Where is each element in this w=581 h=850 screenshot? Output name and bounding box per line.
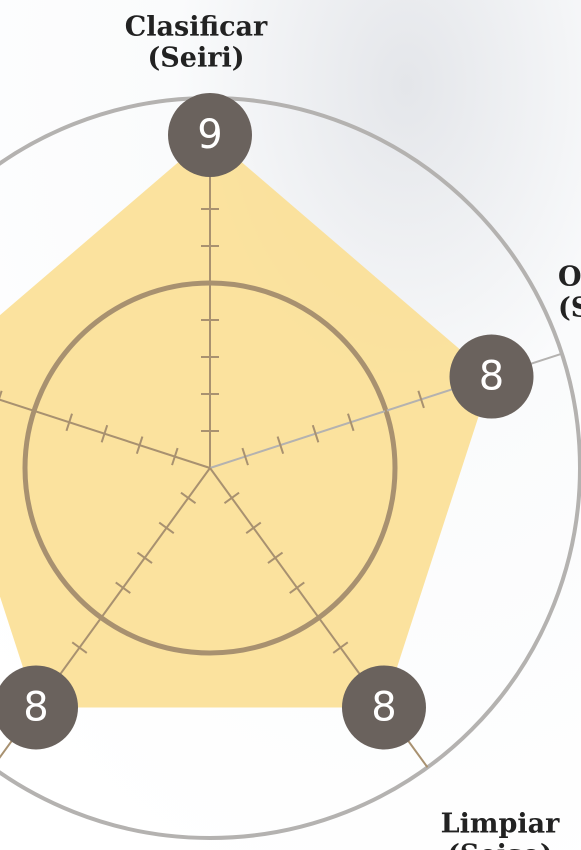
tick-mark <box>0 390 3 400</box>
tick-mark <box>276 436 285 455</box>
tick-mark <box>241 447 249 466</box>
value-marker <box>168 93 252 177</box>
tick-mark <box>100 424 109 443</box>
value-label: 8 <box>479 354 504 400</box>
value-label: 8 <box>23 684 48 730</box>
value-marker <box>341 665 426 750</box>
category-label: (Seiso) <box>447 840 553 850</box>
tick-mark <box>267 551 284 564</box>
value-marker <box>0 665 79 750</box>
tick-mark <box>332 641 349 654</box>
tick-mark <box>30 401 38 420</box>
tick-mark <box>347 413 355 432</box>
tick-mark <box>93 611 110 624</box>
tick-mark <box>223 491 240 505</box>
value-label: 9 <box>197 112 222 158</box>
category-label: Limpiar <box>441 809 560 840</box>
tick-mark <box>158 521 175 534</box>
tick-mark <box>71 641 88 654</box>
tick-mark <box>171 447 179 466</box>
category-label: (S <box>558 293 581 324</box>
tick-mark <box>310 611 327 624</box>
category-label: Clasificar <box>125 12 268 43</box>
tick-mark <box>311 424 320 443</box>
tick-mark <box>115 581 131 594</box>
tick-mark <box>417 390 425 409</box>
tick-mark <box>382 401 390 420</box>
value-marker <box>449 334 534 419</box>
tick-mark <box>136 551 153 564</box>
tick-mark <box>245 521 262 534</box>
tick-mark <box>289 581 305 594</box>
tick-mark <box>180 491 197 505</box>
category-label: Or <box>558 262 581 293</box>
tick-mark <box>135 436 144 455</box>
value-label: 8 <box>371 684 396 730</box>
tick-mark <box>65 413 73 432</box>
category-label: (Seiri) <box>148 43 245 74</box>
